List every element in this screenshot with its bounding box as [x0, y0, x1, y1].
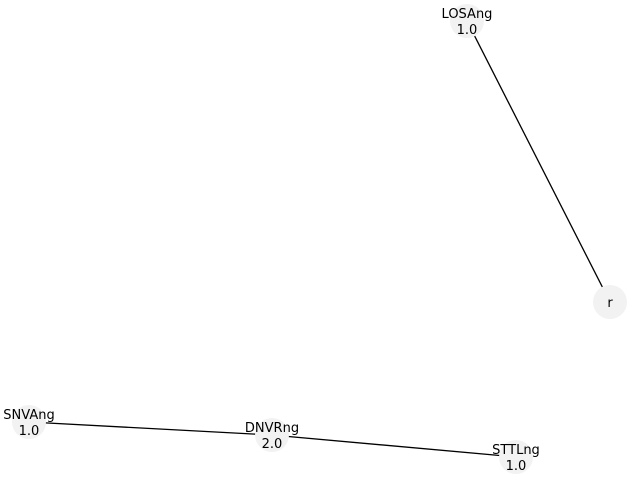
node-circle [255, 418, 289, 452]
node-name: LOSAng [442, 7, 493, 22]
node-SNVAng: SNVAng 1.0 [3, 405, 55, 439]
node-name: STTLng [492, 443, 540, 458]
edge-layer [38, 29, 607, 457]
node-STTLng: STTLng 1.0 [492, 440, 540, 474]
node-value: 1.0 [457, 23, 478, 38]
node-value: 2.0 [262, 437, 283, 452]
node-label: r [607, 296, 613, 311]
node-name: DNVRng [245, 421, 299, 436]
node-circle [593, 285, 627, 319]
node-circle [12, 405, 46, 439]
node-LOSAng: LOSAng 1.0 [442, 4, 493, 38]
edge-LOSAng-r [470, 29, 607, 294]
node-name: SNVAng [3, 408, 54, 423]
node-value: 1.0 [19, 424, 40, 439]
node-circle [499, 440, 533, 474]
node-name: r [607, 296, 613, 311]
node-circle [450, 4, 484, 38]
node-DNVRng: DNVRng 2.0 [245, 418, 299, 452]
edge-DNVRng-STTLng [281, 435, 507, 457]
node-r: r [593, 285, 627, 319]
edge-SNVAng-DNVRng [38, 421, 263, 436]
node-value: 1.0 [506, 459, 527, 474]
node-label: STTLng 1.0 [492, 443, 540, 474]
node-label: LOSAng 1.0 [442, 7, 493, 38]
node-label: SNVAng 1.0 [3, 408, 54, 439]
node-label: DNVRng 2.0 [245, 421, 299, 452]
